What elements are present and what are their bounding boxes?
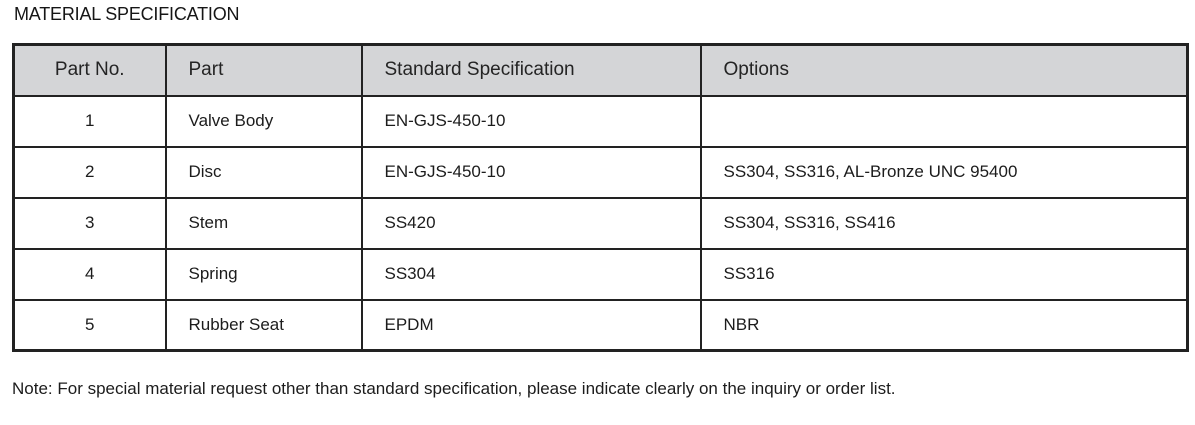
cell-options <box>699 94 1189 148</box>
table-row: 4 Spring SS304 SS316 <box>12 247 1189 301</box>
table-row: 3 Stem SS420 SS304, SS316, SS416 <box>12 196 1189 250</box>
table-header: Part No. Part Standard Specification Opt… <box>12 43 1189 97</box>
column-header-options: Options <box>699 43 1189 97</box>
column-header-part: Part <box>164 43 363 97</box>
cell-standard: EN-GJS-450-10 <box>360 94 702 148</box>
cell-part-no: 4 <box>12 247 167 301</box>
cell-standard: SS420 <box>360 196 702 250</box>
cell-part: Disc <box>164 145 363 199</box>
footnote: Note: For special material request other… <box>12 379 896 398</box>
table-row: 1 Valve Body EN-GJS-450-10 <box>12 94 1189 148</box>
column-header-standard-specification: Standard Specification <box>360 43 702 97</box>
header-row: Part No. Part Standard Specification Opt… <box>12 43 1189 97</box>
cell-options: NBR <box>699 298 1189 352</box>
cell-standard: EN-GJS-450-10 <box>360 145 702 199</box>
table-body: 1 Valve Body EN-GJS-450-10 2 Disc EN-GJS… <box>12 94 1189 352</box>
cell-part: Valve Body <box>164 94 363 148</box>
table-row: 5 Rubber Seat EPDM NBR <box>12 298 1189 352</box>
cell-part: Spring <box>164 247 363 301</box>
table-row: 2 Disc EN-GJS-450-10 SS304, SS316, AL-Br… <box>12 145 1189 199</box>
page-title: MATERIAL SPECIFICATION <box>14 4 240 24</box>
cell-part-no: 2 <box>12 145 167 199</box>
cell-options: SS304, SS316, SS416 <box>699 196 1189 250</box>
cell-part-no: 5 <box>12 298 167 352</box>
cell-part-no: 3 <box>12 196 167 250</box>
cell-options: SS316 <box>699 247 1189 301</box>
cell-part: Rubber Seat <box>164 298 363 352</box>
cell-standard: SS304 <box>360 247 702 301</box>
document-page: MATERIAL SPECIFICATION Part No. Part Sta… <box>12 4 1189 398</box>
cell-part: Stem <box>164 196 363 250</box>
column-header-part-no: Part No. <box>12 43 167 97</box>
cell-standard: EPDM <box>360 298 702 352</box>
cell-options: SS304, SS316, AL-Bronze UNC 95400 <box>699 145 1189 199</box>
cell-part-no: 1 <box>12 94 167 148</box>
material-specification-table: Part No. Part Standard Specification Opt… <box>12 43 1189 352</box>
